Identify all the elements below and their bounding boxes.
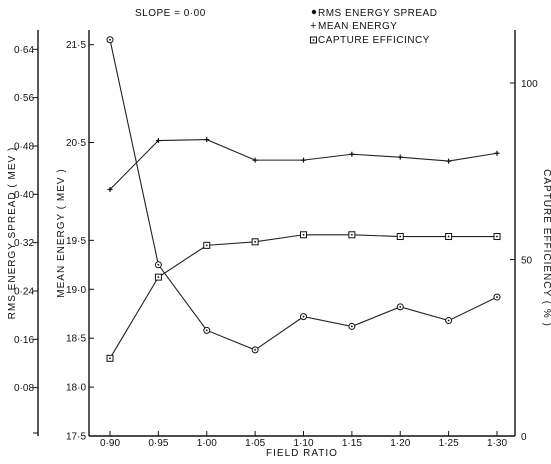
capture-point-dot [109,357,111,360]
series-line-plus [109,139,498,190]
series-layer [106,36,501,362]
capture-point-dot [205,244,208,247]
capture-point-dot [350,233,353,236]
mean-tick-label: 19·5 [66,236,86,247]
series-line-circle [109,39,498,351]
x-tick-label: 0·90 [100,438,120,449]
mean-point [155,138,161,144]
rms-tick-label: 0·24 [14,287,34,298]
x-tick-label: 1·15 [342,438,362,449]
capture-tick-label: 50 [521,255,533,266]
rms-point-dot [399,305,402,308]
capture-tick-label: 0 [521,432,527,443]
rms-tick-label: 0·08 [14,383,34,394]
rms-tick-label: 0·64 [14,45,34,56]
mean-point [494,150,500,156]
capture-point-dot [302,233,305,236]
capture-point-dot [447,235,450,238]
rms-point-dot [302,315,305,318]
rms-point-dot [350,325,353,328]
mean-point [446,158,452,164]
mean-tick-label: 18·5 [66,334,86,345]
rms-tick-label: 0·48 [14,142,34,153]
rms-axis-title: RMS ENERGY SPREAD ( MEV ) [7,147,18,320]
rms-point-dot [157,263,160,266]
rms-tick-label: 0·40 [14,190,34,201]
legend-label-capture: CAPTURE EFFICINCY [318,35,430,46]
x-axis-title: FIELD RATIO [266,448,338,459]
mean-point [349,151,355,157]
chart-title: SLOPE = 0·00 [135,8,206,19]
mean-point [107,186,113,192]
mean-tick-label: 20·5 [66,138,86,149]
mean-tick-label: 17·5 [66,432,86,443]
legend-label-mean: MEAN ENERGY [318,21,397,32]
mean-point [301,157,306,163]
rms-point-dot [447,319,450,322]
ticks-layer: 0·08 0·16 0·24 0·32 0·40 0·48 0·56 0·64 17·5 18·0… [14,40,538,449]
rms-point-dot [496,296,498,298]
capture-axis-title: CAPTURE EFFICIENCY ( % ) [541,169,551,327]
capture-point-dot [399,235,402,238]
legend-label-rms: RMS ENERGY SPREAD [318,8,437,19]
mean-point [204,137,210,143]
rms-tick-label: 0·56 [14,93,34,104]
capture-tick-label: 100 [521,79,538,90]
mean-tick-label: 21·5 [66,40,86,51]
capture-point-dot [496,235,498,238]
legend: RMS ENERGY SPREAD + MEAN ENERGY CAPTURE … [310,8,437,46]
mean-tick-label: 18·0 [66,383,86,394]
legend-marker-capture [310,36,317,44]
rms-point-dot [254,349,257,351]
rms-point-dot [109,38,111,41]
rms-tick-label: 0·16 [14,335,34,346]
x-tick-label: 1·25 [439,438,459,449]
mean-tick-label: 19·0 [66,285,86,296]
x-tick-label: 0·95 [148,438,168,449]
legend-marker-capture-dot [312,39,315,41]
mean-axis-title: MEAN ENERGY ( MEV ) [56,168,67,297]
x-tick-label: 1·20 [390,438,410,449]
capture-point-dot [254,240,257,243]
rms-point-dot [205,329,208,332]
capture-point-dot [157,276,160,279]
legend-marker-rms [311,9,317,15]
mean-point [397,154,403,160]
x-tick-label: 1·00 [197,438,217,449]
x-tick-label: 1·30 [487,438,507,449]
rms-tick-label: 0·32 [14,238,34,249]
x-tick-label: 1·05 [245,438,265,449]
mean-point [252,157,258,163]
x-tick-label: 1·10 [293,438,313,449]
series-line-square [109,234,497,359]
legend-marker-mean: + [310,20,317,32]
